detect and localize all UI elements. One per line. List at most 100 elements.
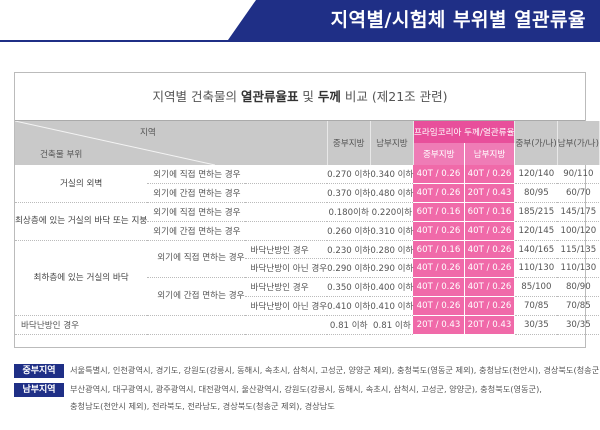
thick-southern-value: 100/120 <box>557 221 600 241</box>
central-value: 0.230 이하 <box>327 240 371 260</box>
central-value: 0.350 이하 <box>327 277 371 298</box>
prime-central-value: 20T / 0.43 <box>413 315 465 335</box>
prime-southern-value: 40T / 0.26 <box>464 296 516 316</box>
thick-southern-value: 110/130 <box>557 258 600 279</box>
prime-central-value: 40T / 0.26 <box>413 277 465 298</box>
southern-value: 0.410 이하 <box>370 296 414 316</box>
table-row: 바닥난방인 경우 0.81 이하 0.81 이하 20T / 0.43 20T … <box>15 315 600 335</box>
prime-southern-value: 40T / 0.26 <box>464 277 516 298</box>
southern-region-tag: 남부지역 <box>14 383 64 397</box>
thick-southern-value: 70/85 <box>557 296 600 316</box>
southern-value: 0.340 이하 <box>370 165 414 185</box>
southern-value: 0.400 이하 <box>370 277 414 298</box>
southern-value: 0.81 이하 <box>370 315 414 335</box>
condition-cell: 외기에 간접 면하는 경우 <box>147 183 328 204</box>
thick-central-value: 120/140 <box>514 165 558 185</box>
central-value: 0.260 이하 <box>327 221 371 241</box>
card-title-bold2: 두께 <box>317 89 341 104</box>
central-region-tag: 중부지역 <box>14 364 64 378</box>
prime-central-value: 40T / 0.26 <box>413 221 465 241</box>
header-prime-southern: 남부지방 <box>464 143 516 165</box>
prime-central-value: 40T / 0.26 <box>413 165 465 185</box>
prime-central-value: 40T / 0.26 <box>413 183 465 204</box>
condition-cell: 외기에 직접 면하는 경우 <box>147 202 328 222</box>
central-region-text: 서울특별시, 인천광역시, 경기도, 강원도(강릉시, 동해시, 속초시, 삼척… <box>70 365 600 375</box>
thick-central-value: 30/35 <box>514 315 558 335</box>
thick-central-value: 120/145 <box>514 221 558 241</box>
thick-central-value: 185/215 <box>514 202 558 222</box>
legend-southern-row-2: 충청남도(천안시 제외), 전라북도, 전라남도, 경상북도(청송군 제외), … <box>70 399 335 414</box>
category-cell: 최하층에 있는 거실의 바닥 <box>15 240 148 316</box>
southern-region-text-2: 충청남도(천안시 제외), 전라북도, 전라남도, 경상북도(청송군 제외), … <box>70 401 335 411</box>
central-value: 0.180이하 <box>327 202 371 222</box>
header-central: 중부지방 <box>327 121 371 165</box>
card-title-post: 비교 (제21조 관련) <box>340 89 448 104</box>
central-value: 0.290 이하 <box>327 258 371 279</box>
subcategory-cell: 외기에 직접 면하는 경우 <box>147 240 245 279</box>
header-region: 지역 <box>140 128 156 138</box>
table-row: 외기에 간접 면하는 경우 0.260 이하 0.310 이하 40T / 0.… <box>15 221 600 241</box>
prime-southern-value: 20T / 0.43 <box>464 315 516 335</box>
prime-southern-value: 40T / 0.26 <box>464 240 516 260</box>
legend-central-row: 중부지역 서울특별시, 인천광역시, 경기도, 강원도(강릉시, 동해시, 속초시… <box>14 363 600 378</box>
page-title: 지역별/시험체 부위별 열관류율 <box>330 9 586 31</box>
table-row: 최상층에 있는 거실의 바닥 또는 지붕 외기에 직접 면하는 경우 0.180… <box>15 202 600 241</box>
card-title: 지역별 건축물의 열관류율표 및 두께 비교 (제21조 관련) <box>15 73 585 121</box>
subcategory-cell: 외기에 간접 면하는 경우 <box>147 277 245 316</box>
southern-region-text-1: 부산광역시, 대구광역시, 광주광역시, 대전광역시, 울산광역시, 강원도(강… <box>70 384 542 394</box>
prime-southern-value: 40T / 0.26 <box>464 258 516 279</box>
thick-southern-value: 60/70 <box>557 183 600 204</box>
prime-central-value: 60T / 0.16 <box>413 202 465 222</box>
category-cell: 최상층에 있는 거실의 바닥 또는 지붕 <box>15 202 148 241</box>
southern-value: 0.310 이하 <box>370 221 414 241</box>
table-row: 외기에 간접 면하는 경우 바닥난방인 경우 0.350 이하 0.400 이하… <box>15 277 600 316</box>
category-cell: 거실의 외벽 <box>15 165 148 204</box>
prime-central-value: 40T / 0.26 <box>413 296 465 316</box>
table-row: 바닥난방이 아닌 경우 0.410 이하 0.410 이하 40T / 0.26… <box>15 296 600 316</box>
header-part: 건축물 부위 <box>40 150 83 160</box>
prime-central-value: 40T / 0.26 <box>413 258 465 279</box>
prime-southern-value: 40T / 0.26 <box>464 221 516 241</box>
banner-rule <box>0 40 600 42</box>
central-value: 0.270 이하 <box>327 165 371 185</box>
central-value: 0.81 이하 <box>327 315 371 335</box>
thick-central-value: 70/85 <box>514 296 558 316</box>
card-title-bold1: 열관류율표 <box>240 89 299 104</box>
banner: 지역별/시험체 부위별 열관류율 <box>0 0 600 42</box>
banner-bar <box>228 0 600 40</box>
header-thick-southern: 남부(가/나) <box>557 121 600 165</box>
thick-central-value: 85/100 <box>514 277 558 298</box>
thick-central-value: 80/95 <box>514 183 558 204</box>
condition-cell: 외기에 직접 면하는 경우 <box>147 165 328 185</box>
header-thick-central: 중부(가/나) <box>514 121 558 165</box>
diagonal-line <box>15 121 215 165</box>
southern-value: 0.220이하 <box>370 202 414 222</box>
central-value: 0.410 이하 <box>327 296 371 316</box>
thick-central-value: 140/165 <box>514 240 558 260</box>
uvalue-table: 지역 건축물 부위 중부지방 남부지방 프라임코리아 두께/열관류율 중부(가/… <box>15 121 600 335</box>
header-diagonal-cell: 지역 건축물 부위 <box>15 121 328 165</box>
central-value: 0.370 이하 <box>327 183 371 204</box>
header-prime: 프라임코리아 두께/열관류율 <box>413 121 516 143</box>
header-southern: 남부지방 <box>370 121 414 165</box>
thick-southern-value: 90/110 <box>557 165 600 185</box>
table-row: 바닥난방이 아닌 경우 0.290 이하 0.290 이하 40T / 0.26… <box>15 258 600 279</box>
condition-cell: 바닥난방인 경우 <box>244 240 328 260</box>
category-cell: 바닥난방인 경우 <box>15 315 328 335</box>
table-row: 거실의 외벽 외기에 직접 면하는 경우 0.270 이하 0.340 이하 4… <box>15 165 600 204</box>
comparison-card: 지역별 건축물의 열관류율표 및 두께 비교 (제21조 관련) 지역 건축물 … <box>14 72 600 348</box>
header-prime-central: 중부지방 <box>413 143 465 165</box>
table-row: 최하층에 있는 거실의 바닥 외기에 직접 면하는 경우 바닥난방인 경우 0.… <box>15 240 600 316</box>
thick-southern-value: 115/135 <box>557 240 600 260</box>
prime-southern-value: 20T / 0.43 <box>464 183 516 204</box>
southern-value: 0.480 이하 <box>370 183 414 204</box>
thick-central-value: 110/130 <box>514 258 558 279</box>
card-title-mid: 및 <box>298 89 318 104</box>
southern-value: 0.280 이하 <box>370 240 414 260</box>
prime-central-value: 60T / 0.16 <box>413 240 465 260</box>
condition-cell: 바닥난방인 경우 <box>244 277 328 298</box>
prime-southern-value: 60T / 0.16 <box>464 202 516 222</box>
thick-southern-value: 30/35 <box>557 315 600 335</box>
card-title-pre: 지역별 건축물의 <box>152 89 241 104</box>
table-row: 외기에 간접 면하는 경우 0.370 이하 0.480 이하 40T / 0.… <box>15 183 600 204</box>
